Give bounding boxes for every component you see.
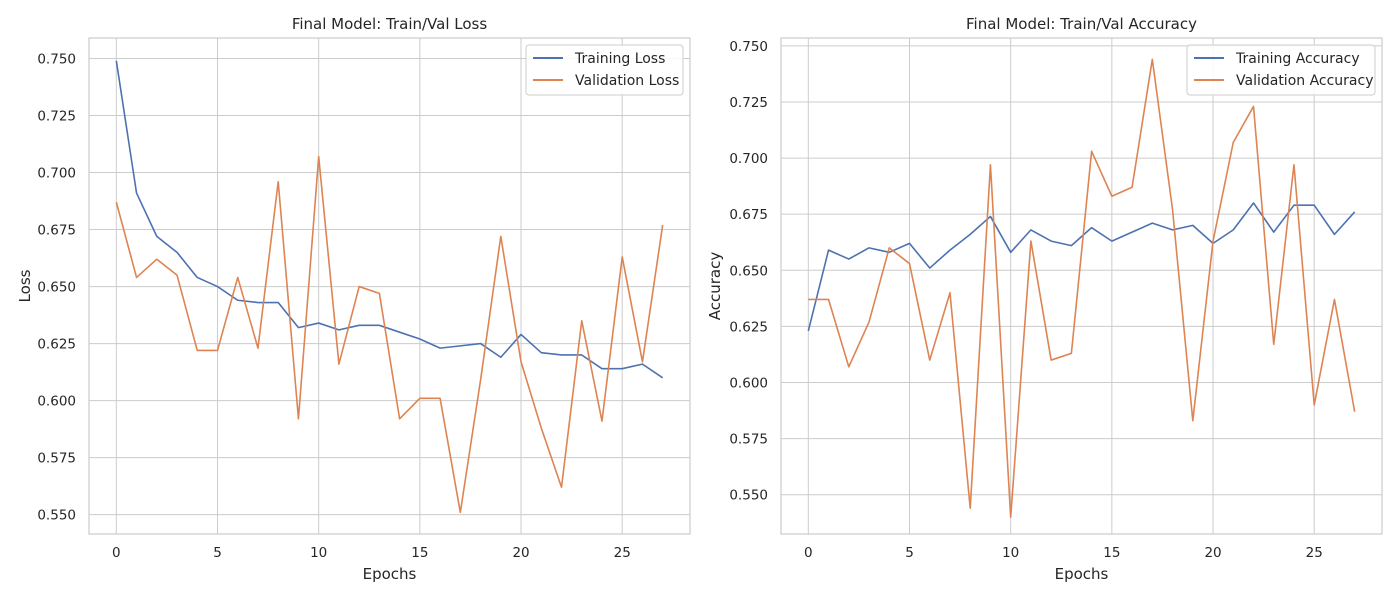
loss-x-tick-label: 0: [112, 545, 121, 561]
accuracy-y-tick-label: 0.550: [729, 488, 768, 504]
accuracy-x-tick-label: 25: [1306, 545, 1323, 561]
loss-y-tick-label: 0.675: [37, 223, 76, 239]
accuracy-x-axis-label: Epochs: [1055, 565, 1109, 583]
loss-x-tick-label: 15: [411, 545, 428, 561]
loss-x-tick-label: 5: [213, 545, 222, 561]
loss-y-tick-label: 0.650: [37, 280, 76, 296]
accuracy-y-tick-label: 0.750: [729, 39, 768, 55]
accuracy-legend-box: [1186, 44, 1376, 96]
accuracy-chart: 0 5 10 15 20 25 0.550 0.575 0.600 0.625 0.650 0.67…: [706, 15, 1383, 583]
loss-x-tick-label: 20: [512, 545, 529, 561]
accuracy-x-tick-label: 10: [1002, 545, 1019, 561]
accuracy-plot-area: [780, 37, 1383, 535]
loss-legend-box: [525, 44, 684, 96]
loss-x-ticks: 0 5 10 15 20 25: [112, 545, 631, 561]
accuracy-legend: Training Accuracy Validation Accuracy: [1186, 44, 1376, 96]
accuracy-x-ticks: 0 5 10 15 20 25: [804, 545, 1323, 561]
accuracy-x-tick-label: 5: [905, 545, 914, 561]
loss-training-loss-line: [115, 60, 664, 379]
accuracy-x-tick-label: 15: [1103, 545, 1120, 561]
loss-legend-validation-label: Validation Loss: [575, 73, 679, 89]
loss-x-tick-label: 10: [310, 545, 327, 561]
accuracy-lines: [807, 58, 1356, 518]
loss-y-tick-label: 0.700: [37, 166, 76, 182]
loss-validation-loss-line: [115, 155, 664, 514]
loss-grid: [89, 38, 690, 534]
accuracy-y-tick-label: 0.625: [729, 319, 768, 335]
accuracy-validation-accuracy-line: [808, 58, 1356, 518]
loss-y-ticks: 0.550 0.575 0.600 0.625 0.650 0.675 0.700 0.725…: [37, 52, 76, 524]
loss-legend-training-label: Training Loss: [574, 51, 665, 67]
loss-y-tick-label: 0.725: [37, 109, 76, 125]
accuracy-y-tick-label: 0.725: [729, 95, 768, 111]
loss-y-axis-label: Loss: [16, 269, 34, 302]
loss-legend: Training Loss Validation Loss: [525, 44, 684, 96]
accuracy-x-tick-label: 20: [1204, 545, 1221, 561]
loss-y-tick-label: 0.550: [37, 508, 76, 524]
accuracy-chart-title: Final Model: Train/Val Accuracy: [966, 15, 1197, 33]
loss-x-axis-label: Epochs: [363, 565, 417, 583]
loss-y-tick-label: 0.600: [37, 394, 76, 410]
accuracy-y-axis-label: Accuracy: [706, 252, 724, 321]
accuracy-y-tick-label: 0.700: [729, 151, 768, 167]
accuracy-y-tick-label: 0.675: [729, 207, 768, 223]
accuracy-legend-validation-label: Validation Accuracy: [1236, 73, 1374, 89]
accuracy-y-ticks: 0.550 0.575 0.600 0.625 0.650 0.675 0.700 0.725…: [729, 39, 768, 504]
loss-chart-title: Final Model: Train/Val Loss: [292, 15, 488, 33]
accuracy-y-tick-label: 0.650: [729, 263, 768, 279]
accuracy-legend-training-label: Training Accuracy: [1235, 51, 1360, 67]
accuracy-y-tick-label: 0.600: [729, 376, 768, 392]
loss-y-tick-label: 0.625: [37, 337, 76, 353]
loss-chart: 0 5 10 15 20 25 0.550 0.575 0.600 0.625 0.650 0.67…: [16, 15, 691, 583]
loss-y-tick-label: 0.575: [37, 451, 76, 467]
loss-y-tick-label: 0.750: [37, 52, 76, 68]
accuracy-x-tick-label: 0: [804, 545, 813, 561]
loss-lines: [115, 60, 664, 514]
loss-plot-area: [88, 37, 691, 535]
accuracy-y-tick-label: 0.575: [729, 432, 768, 448]
loss-x-tick-label: 25: [614, 545, 631, 561]
